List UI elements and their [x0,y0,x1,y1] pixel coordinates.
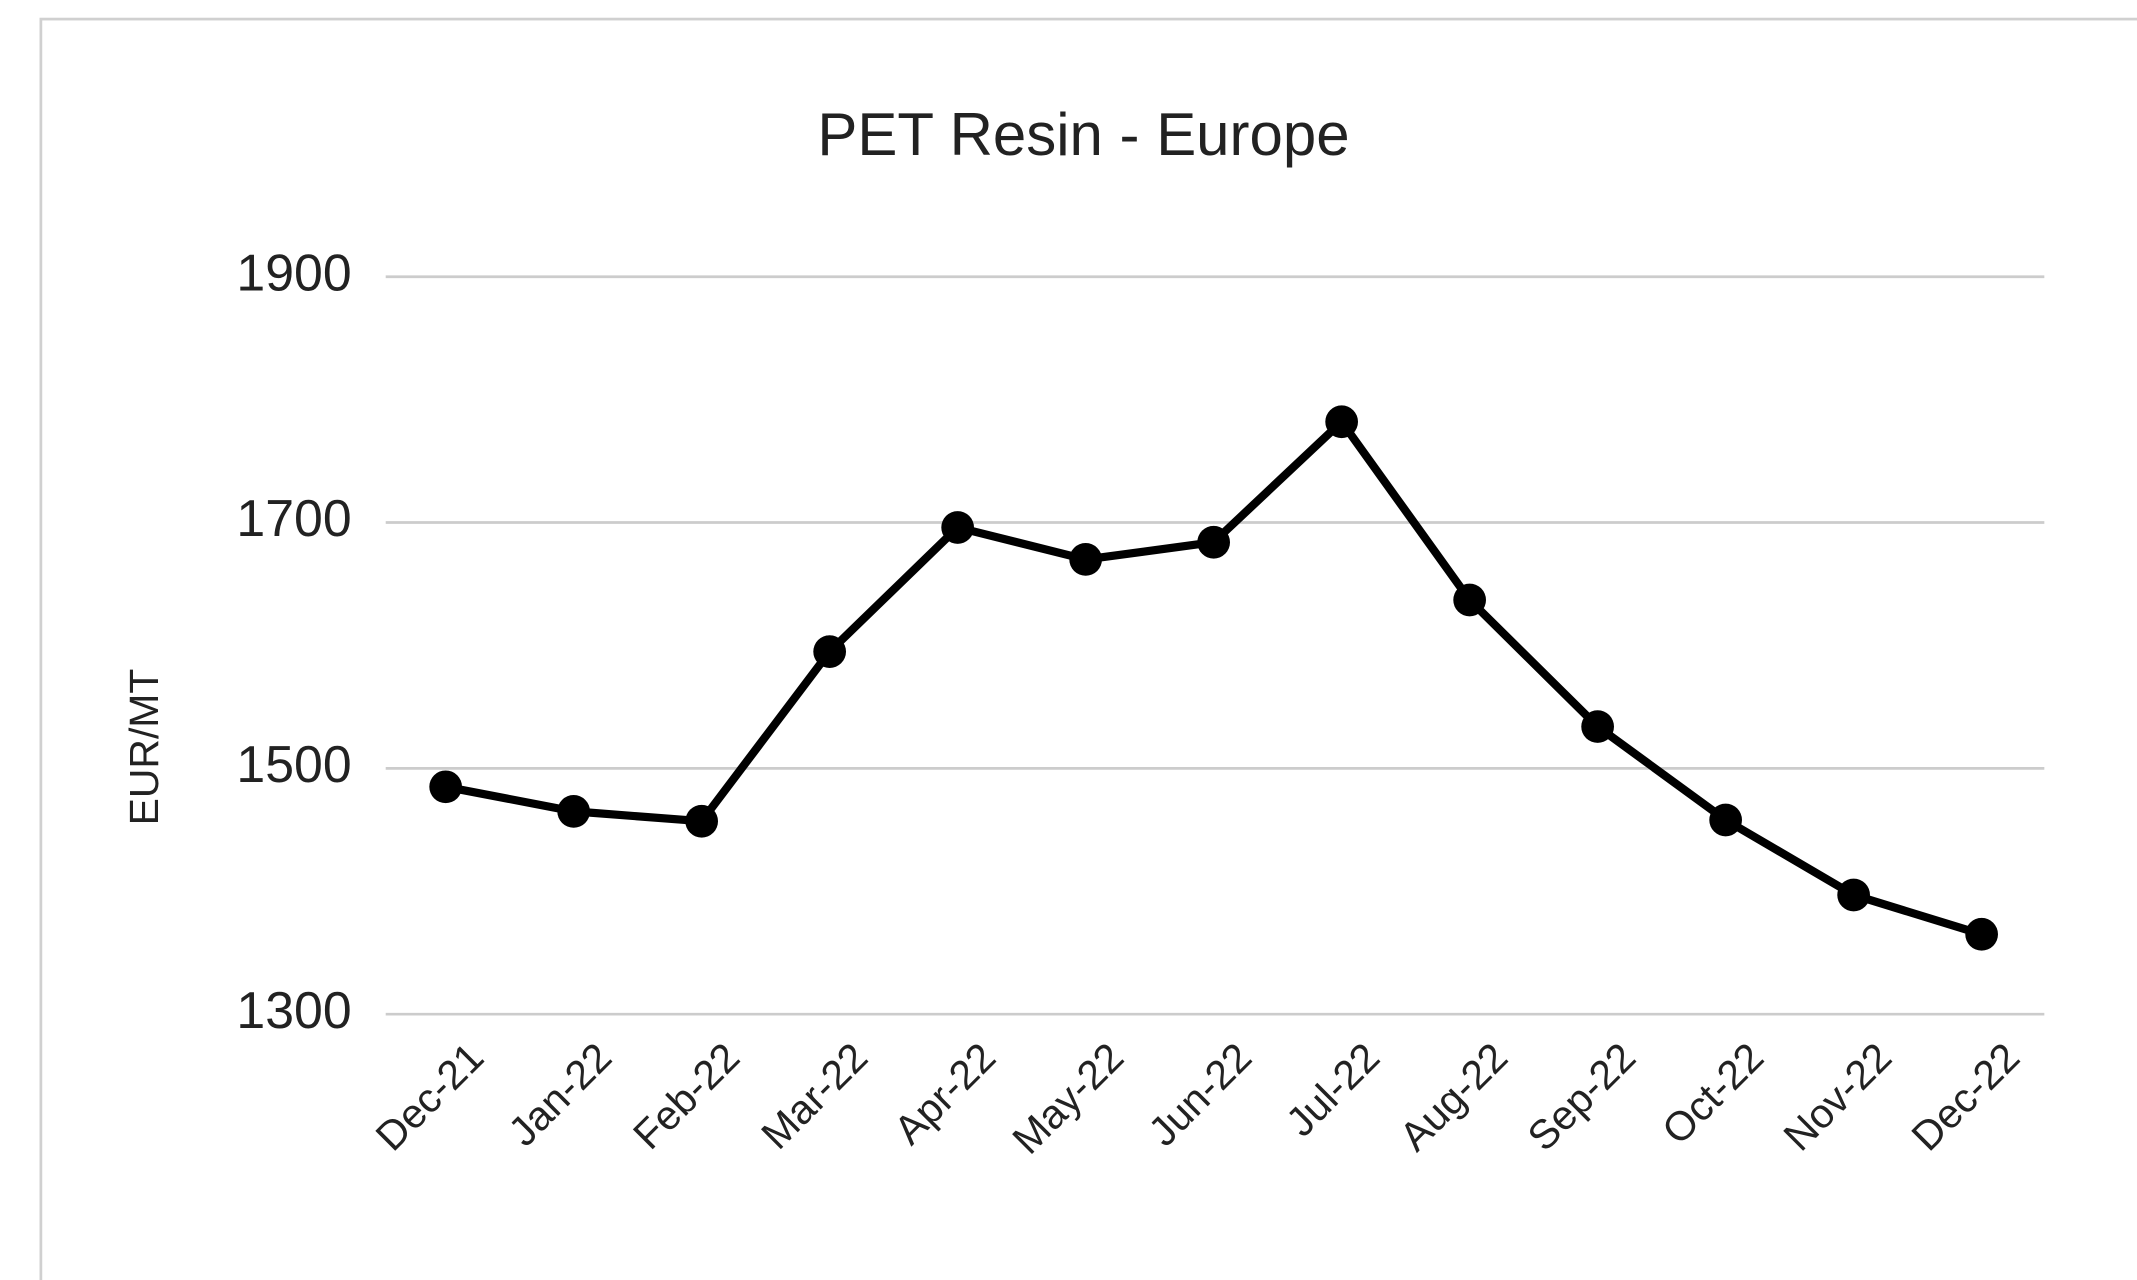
point [941,511,975,544]
point [1837,878,1870,912]
point [557,795,591,828]
y-tick-label: 1700 [236,489,351,547]
point [813,635,847,668]
point [1581,710,1614,743]
point [1069,543,1103,576]
point [685,804,719,838]
chart-card [39,17,2137,1280]
y-tick-label: 1500 [236,735,351,793]
point [1965,917,1998,951]
y-axis-label: EUR/MT [121,669,167,826]
chart-title: PET Resin - Europe [817,101,1349,168]
point [1709,803,1742,837]
y-tick-label: 1300 [236,981,351,1039]
point [1197,525,1231,559]
y-tick-label: 1900 [236,243,351,301]
point [1325,405,1358,439]
point [1453,583,1486,617]
point [429,770,463,804]
